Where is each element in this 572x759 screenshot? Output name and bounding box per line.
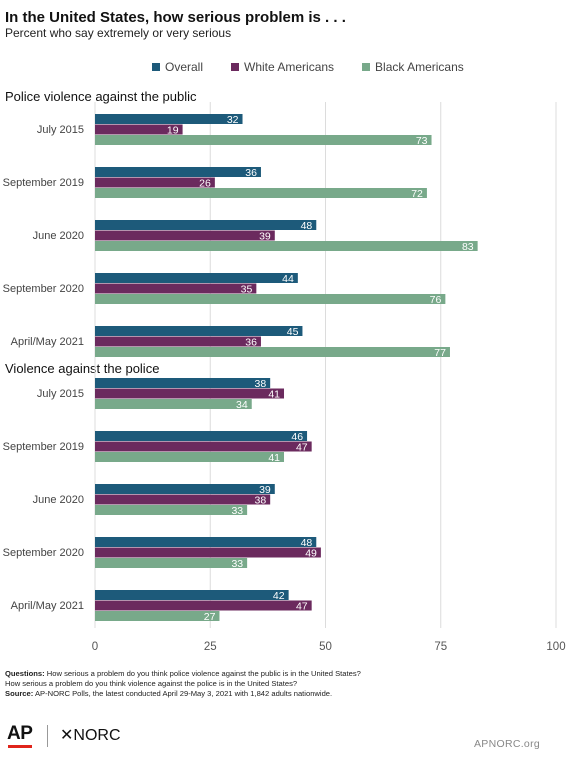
legend-label-white: White Americans — [244, 60, 335, 74]
bar-black — [95, 241, 478, 251]
data-label-black: 73 — [416, 135, 428, 147]
panel-title-violence-against-police: Violence against the police — [5, 361, 160, 376]
bar-white — [95, 336, 261, 347]
bar-black — [95, 558, 248, 568]
data-label-white: 19 — [167, 125, 179, 137]
question-1: How serious a problem do you think polic… — [46, 669, 361, 678]
legend-swatch-overall — [152, 63, 160, 71]
bar-black — [95, 611, 220, 621]
bar-overall — [95, 378, 271, 388]
ap-logo-underline — [8, 745, 32, 748]
bar-overall — [95, 220, 317, 230]
data-label-black: 76 — [430, 294, 442, 306]
bar-white — [95, 177, 215, 188]
data-label-black: 34 — [236, 399, 248, 411]
data-label-overall: 45 — [287, 326, 299, 338]
data-label-white: 49 — [305, 548, 317, 560]
legend-swatch-white — [231, 63, 240, 71]
data-label-black: 33 — [231, 558, 243, 570]
bar-black — [95, 399, 252, 409]
bar-overall — [95, 590, 289, 600]
category-label: April/May 2021 — [11, 600, 84, 612]
x-tick-label: 0 — [92, 641, 98, 653]
bar-white — [95, 547, 321, 558]
bar-black — [95, 135, 432, 145]
bar-black — [95, 294, 446, 304]
chart-title: In the United States, how serious proble… — [5, 9, 346, 26]
question-2: How serious a problem do you think viole… — [5, 679, 298, 688]
x-tick-label: 25 — [204, 641, 217, 653]
data-label-overall: 46 — [291, 431, 303, 443]
data-label-white: 35 — [241, 284, 253, 296]
source-label: Source: — [5, 689, 34, 698]
data-label-black: 72 — [411, 188, 423, 200]
x-tick-label: 100 — [546, 641, 565, 653]
legend: Overall White Americans Black Americans — [152, 60, 464, 74]
x-tick-label: 50 — [319, 641, 332, 653]
legend-swatch-black — [362, 63, 371, 71]
logo-divider — [47, 725, 48, 747]
panel-title-police-violence: Police violence against the public — [5, 89, 197, 104]
bar-overall — [95, 484, 275, 494]
source-text: AP-NORC Polls, the latest conducted Apri… — [34, 689, 333, 698]
bar-white — [95, 124, 183, 135]
bar-black — [95, 347, 450, 357]
chart-subtitle: Percent who say extremely or very seriou… — [5, 26, 232, 40]
category-label: June 2020 — [33, 494, 84, 506]
site-link[interactable]: APNORC.org — [473, 738, 540, 750]
data-label-black: 77 — [434, 347, 446, 359]
data-label-white: 39 — [259, 231, 271, 243]
bar-white — [95, 441, 312, 452]
legend-label-overall: Overall — [165, 60, 204, 74]
bar-black — [95, 188, 427, 198]
bar-overall — [95, 273, 298, 283]
data-label-white: 47 — [296, 601, 308, 613]
data-label-overall: 36 — [245, 167, 257, 179]
data-label-black: 27 — [204, 611, 216, 623]
questions-label: Questions: — [5, 669, 45, 678]
data-label-white: 47 — [296, 442, 308, 454]
bar-white — [95, 494, 271, 505]
category-label: July 2015 — [37, 124, 84, 136]
data-label-black: 83 — [462, 241, 474, 253]
bar-white — [95, 230, 275, 241]
bar-overall — [95, 167, 261, 177]
data-label-overall: 39 — [259, 484, 271, 496]
data-label-overall: 48 — [301, 537, 313, 549]
bar-white — [95, 283, 257, 294]
category-label: July 2015 — [37, 388, 84, 400]
ap-logo: AP — [7, 723, 33, 744]
bar-overall — [95, 326, 303, 336]
legend-label-black: Black Americans — [375, 60, 464, 74]
data-label-overall: 42 — [273, 590, 285, 602]
category-label: September 2019 — [3, 177, 84, 189]
data-label-white: 26 — [199, 178, 211, 190]
bar-black — [95, 505, 248, 515]
norc-logo: ✕NORC — [60, 727, 121, 744]
bar-overall — [95, 537, 317, 547]
category-label: September 2020 — [3, 283, 84, 295]
category-label: April/May 2021 — [11, 336, 84, 348]
bar-black — [95, 452, 285, 462]
data-label-white: 41 — [268, 389, 280, 401]
data-label-black: 41 — [268, 452, 280, 464]
bar-overall — [95, 114, 243, 124]
category-label: September 2020 — [3, 547, 84, 559]
data-label-white: 36 — [245, 337, 257, 349]
bar-overall — [95, 431, 308, 441]
data-label-overall: 48 — [301, 220, 313, 232]
data-label-overall: 44 — [282, 273, 294, 285]
bar-white — [95, 600, 312, 611]
category-label: June 2020 — [33, 230, 84, 242]
data-label-white: 38 — [254, 495, 266, 507]
x-tick-label: 75 — [434, 641, 447, 653]
data-label-overall: 38 — [254, 378, 266, 390]
category-label: September 2019 — [3, 441, 84, 453]
bar-white — [95, 388, 285, 399]
bar-chart: 0 25 50 75 100 July 2015 32 19 73 September 2019 3… — [3, 102, 566, 653]
data-label-overall: 32 — [227, 114, 239, 126]
footnotes: Questions: How serious a problem do you … — [5, 669, 361, 699]
data-label-black: 33 — [231, 505, 243, 517]
